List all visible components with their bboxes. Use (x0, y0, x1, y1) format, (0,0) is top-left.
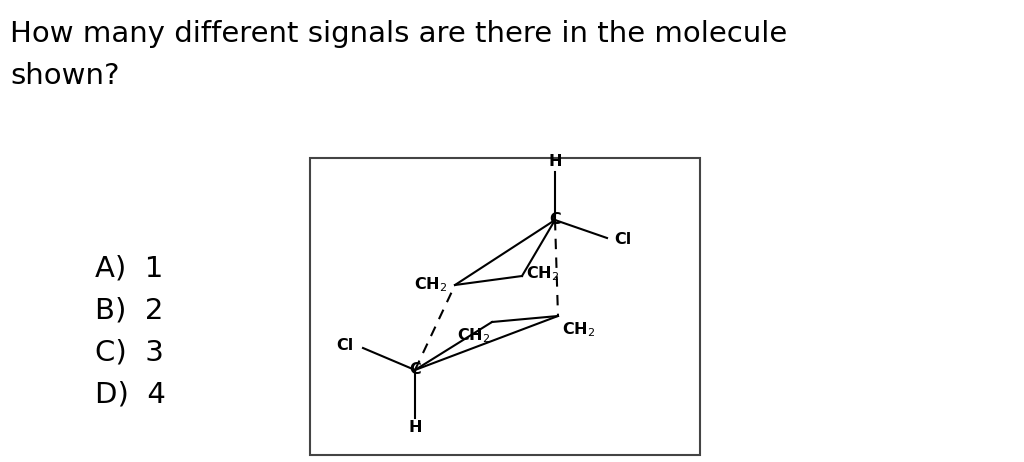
Text: shown?: shown? (10, 62, 120, 90)
Text: CH$_2$: CH$_2$ (562, 320, 595, 339)
Text: How many different signals are there in the molecule: How many different signals are there in … (10, 20, 787, 48)
Text: C: C (410, 363, 421, 377)
Text: Cl: Cl (614, 232, 632, 248)
Bar (310, 158, 700, 455)
Text: D)  4: D) 4 (95, 380, 166, 408)
Text: CH$_2$: CH$_2$ (414, 276, 447, 294)
Text: H: H (548, 154, 562, 170)
Text: Cl: Cl (336, 339, 353, 353)
Text: C: C (549, 213, 561, 227)
Text: C)  3: C) 3 (95, 338, 164, 366)
Text: H: H (409, 420, 422, 436)
Text: A)  1: A) 1 (95, 254, 164, 282)
Text: CH$_2$: CH$_2$ (457, 326, 490, 345)
Text: B)  2: B) 2 (95, 296, 164, 324)
Text: CH$_2$: CH$_2$ (526, 265, 559, 283)
